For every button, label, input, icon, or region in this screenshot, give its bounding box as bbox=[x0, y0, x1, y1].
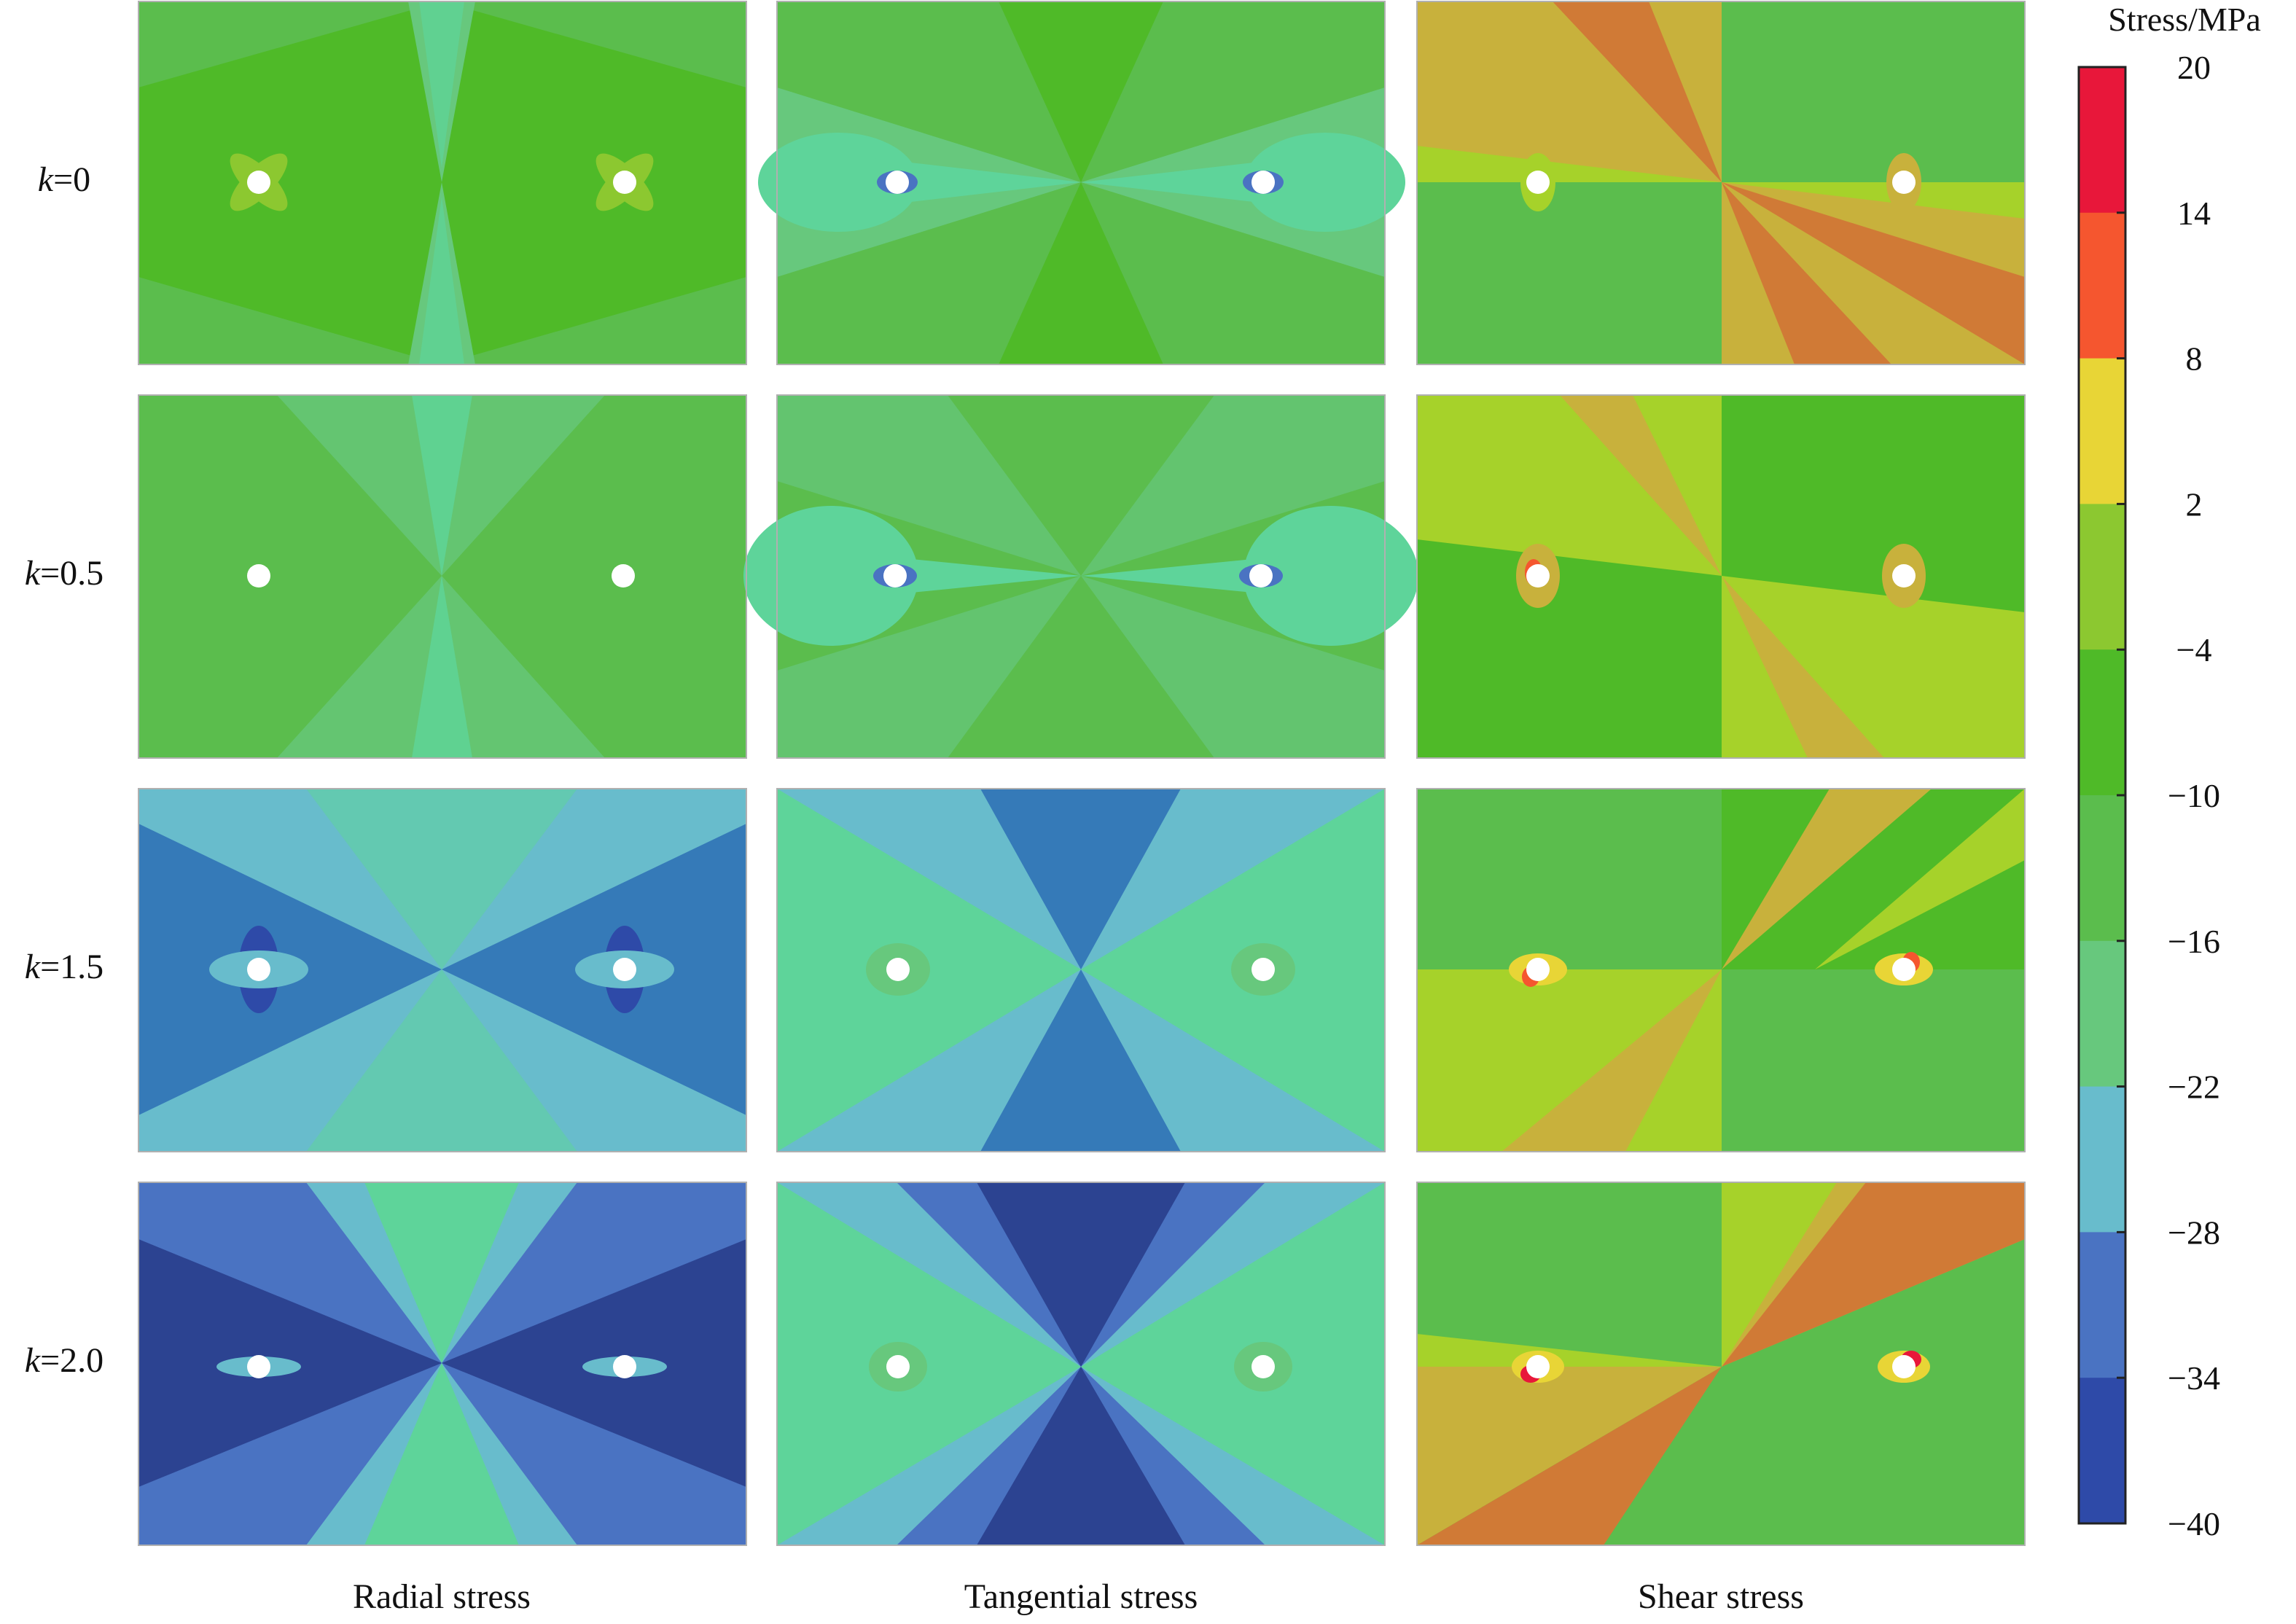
colorbar-tick-label: 14 bbox=[2177, 195, 2211, 232]
panel-radial-k05 bbox=[138, 395, 746, 758]
colorbar-tick-label: 8 bbox=[2186, 340, 2203, 378]
colorbar-tick-label: 2 bbox=[2186, 485, 2203, 523]
row-label-k20: k=2.0 bbox=[25, 1341, 104, 1380]
panel-shear-k15 bbox=[1417, 789, 2025, 1152]
colorbar-tick-label: −40 bbox=[2168, 1505, 2220, 1542]
colorbar-tick-label: 20 bbox=[2177, 49, 2211, 86]
panel-tangential-k15 bbox=[777, 789, 1385, 1152]
colorbar-segment bbox=[2079, 358, 2125, 504]
panel-radial-k0 bbox=[138, 1, 746, 364]
colorbar-segment bbox=[2079, 1086, 2125, 1233]
column-label-shear: Shear stress bbox=[1638, 1577, 1804, 1616]
colorbar-segment bbox=[2079, 212, 2125, 359]
colorbar-segment bbox=[2079, 649, 2125, 796]
column-labels: Radial stress Tangential stress Shear st… bbox=[353, 1577, 1804, 1616]
colorbar: Stress/MPa 20 14 8 2 −4 −10 −16 −22 −28 −34 −40 bbox=[2077, 1, 2261, 1542]
colorbar-tick-label: −16 bbox=[2168, 923, 2220, 960]
colorbar-title: Stress/MPa bbox=[2108, 1, 2261, 38]
panel-shear-k20 bbox=[1417, 1182, 2025, 1545]
row-label-k05: k=0.5 bbox=[25, 554, 104, 593]
colorbar-segment bbox=[2079, 504, 2125, 650]
panel-borders bbox=[138, 1, 2026, 1546]
row-label-k15: k=1.5 bbox=[25, 948, 104, 986]
panel-tangential-k20 bbox=[777, 1182, 1385, 1545]
colorbar-tick-label: −4 bbox=[2176, 631, 2212, 668]
colorbar-segment bbox=[2079, 795, 2125, 942]
panel-tangential-k05 bbox=[743, 395, 1418, 758]
colorbar-ticks: 20 14 8 2 −4 −10 −16 −22 −28 −34 −40 bbox=[2117, 49, 2220, 1542]
colorbar-segment bbox=[2079, 940, 2125, 1088]
colorbar-segment bbox=[2079, 1232, 2125, 1378]
colorbar-tick-label: −22 bbox=[2168, 1069, 2220, 1106]
panel-radial-k20 bbox=[138, 1182, 746, 1545]
panel-shear-k05 bbox=[1417, 395, 2025, 758]
row-label-k0: k=0 bbox=[38, 160, 90, 199]
colorbar-tick-label: −28 bbox=[2168, 1214, 2220, 1251]
panel-tangential-k0 bbox=[758, 1, 1405, 364]
colorbar-segments bbox=[2079, 67, 2125, 1524]
colorbar-segment bbox=[2079, 67, 2125, 214]
panel-shear-k0 bbox=[1417, 1, 2025, 364]
row-labels: k=0 k=0.5 k=1.5 k=2.0 bbox=[25, 160, 104, 1380]
panel-radial-k15 bbox=[138, 789, 746, 1152]
column-label-radial: Radial stress bbox=[353, 1577, 531, 1616]
column-label-tangential: Tangential stress bbox=[964, 1577, 1198, 1616]
colorbar-segment bbox=[2079, 1378, 2125, 1524]
colorbar-tick-label: −34 bbox=[2168, 1359, 2220, 1397]
colorbar-tick-label: −10 bbox=[2168, 777, 2220, 814]
